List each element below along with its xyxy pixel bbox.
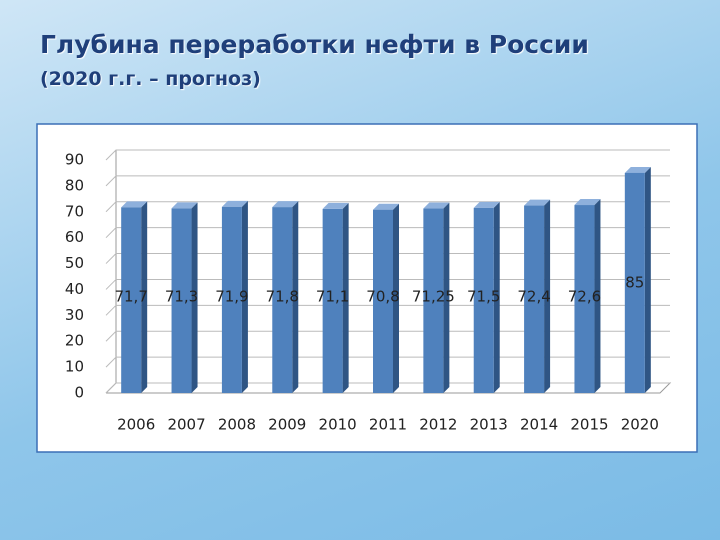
value-label: 72,6 bbox=[568, 288, 601, 306]
bar-side bbox=[241, 200, 248, 393]
bar bbox=[171, 208, 192, 393]
x-tick-label: 2008 bbox=[218, 416, 256, 434]
x-tick-label: 2020 bbox=[621, 416, 659, 434]
value-label: 71,8 bbox=[266, 288, 299, 306]
bar-top bbox=[171, 202, 198, 209]
bar bbox=[423, 208, 444, 393]
y-tick-label: 40 bbox=[65, 280, 84, 298]
grid-line bbox=[105, 201, 670, 213]
bar-top bbox=[574, 199, 601, 206]
bar bbox=[221, 206, 242, 393]
y-tick-label: 50 bbox=[65, 254, 84, 272]
grid-line bbox=[105, 175, 670, 187]
bar bbox=[574, 205, 595, 393]
x-tick-label: 2015 bbox=[570, 416, 608, 434]
x-tick-label: 2009 bbox=[268, 416, 306, 434]
value-label: 71,1 bbox=[316, 288, 349, 306]
bar-top bbox=[272, 201, 299, 208]
bar bbox=[373, 209, 393, 393]
bar bbox=[272, 207, 293, 393]
y-tick-label: 80 bbox=[65, 176, 84, 194]
bar bbox=[121, 207, 142, 393]
value-label: 72,4 bbox=[517, 288, 550, 306]
bar-top bbox=[423, 202, 450, 209]
bar bbox=[624, 172, 645, 393]
bar-top bbox=[524, 199, 551, 206]
value-label: 70,8 bbox=[366, 288, 399, 306]
slide-subtitle: (2020 г.г. – прогноз) bbox=[40, 68, 261, 90]
y-tick-label: 10 bbox=[65, 358, 84, 376]
y-tick-label: 20 bbox=[65, 332, 84, 350]
bar-top bbox=[624, 166, 651, 173]
value-label: 71,3 bbox=[165, 288, 198, 306]
y-tick-label: 60 bbox=[65, 228, 84, 246]
bar-top bbox=[473, 201, 500, 208]
x-tick-label: 2013 bbox=[470, 416, 508, 434]
bar bbox=[322, 208, 343, 393]
y-tick-label: 0 bbox=[74, 384, 84, 402]
bar-side bbox=[594, 199, 601, 393]
bar-side bbox=[292, 201, 299, 393]
bar bbox=[473, 207, 494, 393]
slide-title: Глубина переработки нефти в России bbox=[40, 30, 589, 59]
value-label: 71,5 bbox=[467, 288, 500, 306]
x-tick-label: 2014 bbox=[520, 416, 558, 434]
x-tick-label: 2007 bbox=[167, 416, 205, 434]
x-tick-label: 2006 bbox=[117, 416, 155, 434]
x-tick-label: 2010 bbox=[319, 416, 357, 434]
bar-side bbox=[141, 201, 148, 393]
grid-line bbox=[105, 149, 670, 161]
value-label: 85 bbox=[625, 274, 644, 292]
value-label: 71,7 bbox=[114, 288, 147, 306]
x-tick-label: 2012 bbox=[419, 416, 457, 434]
bar-side bbox=[443, 202, 450, 393]
bar bbox=[524, 205, 545, 393]
y-tick-label: 90 bbox=[65, 151, 84, 169]
bar-side bbox=[544, 199, 551, 393]
y-tick-label: 30 bbox=[65, 306, 84, 324]
bar-side bbox=[393, 203, 399, 393]
value-label: 71,25 bbox=[412, 288, 455, 306]
bar-top bbox=[221, 200, 248, 207]
value-label: 71,9 bbox=[215, 288, 248, 306]
bar-top bbox=[121, 201, 148, 208]
bar-side bbox=[191, 202, 198, 393]
bar-top bbox=[373, 203, 399, 210]
y-tick-label: 70 bbox=[65, 202, 84, 220]
bar-top bbox=[322, 202, 349, 209]
x-tick-label: 2011 bbox=[369, 416, 407, 434]
bar-side bbox=[342, 202, 349, 393]
bar-side bbox=[644, 166, 651, 393]
bar-side bbox=[493, 201, 500, 393]
